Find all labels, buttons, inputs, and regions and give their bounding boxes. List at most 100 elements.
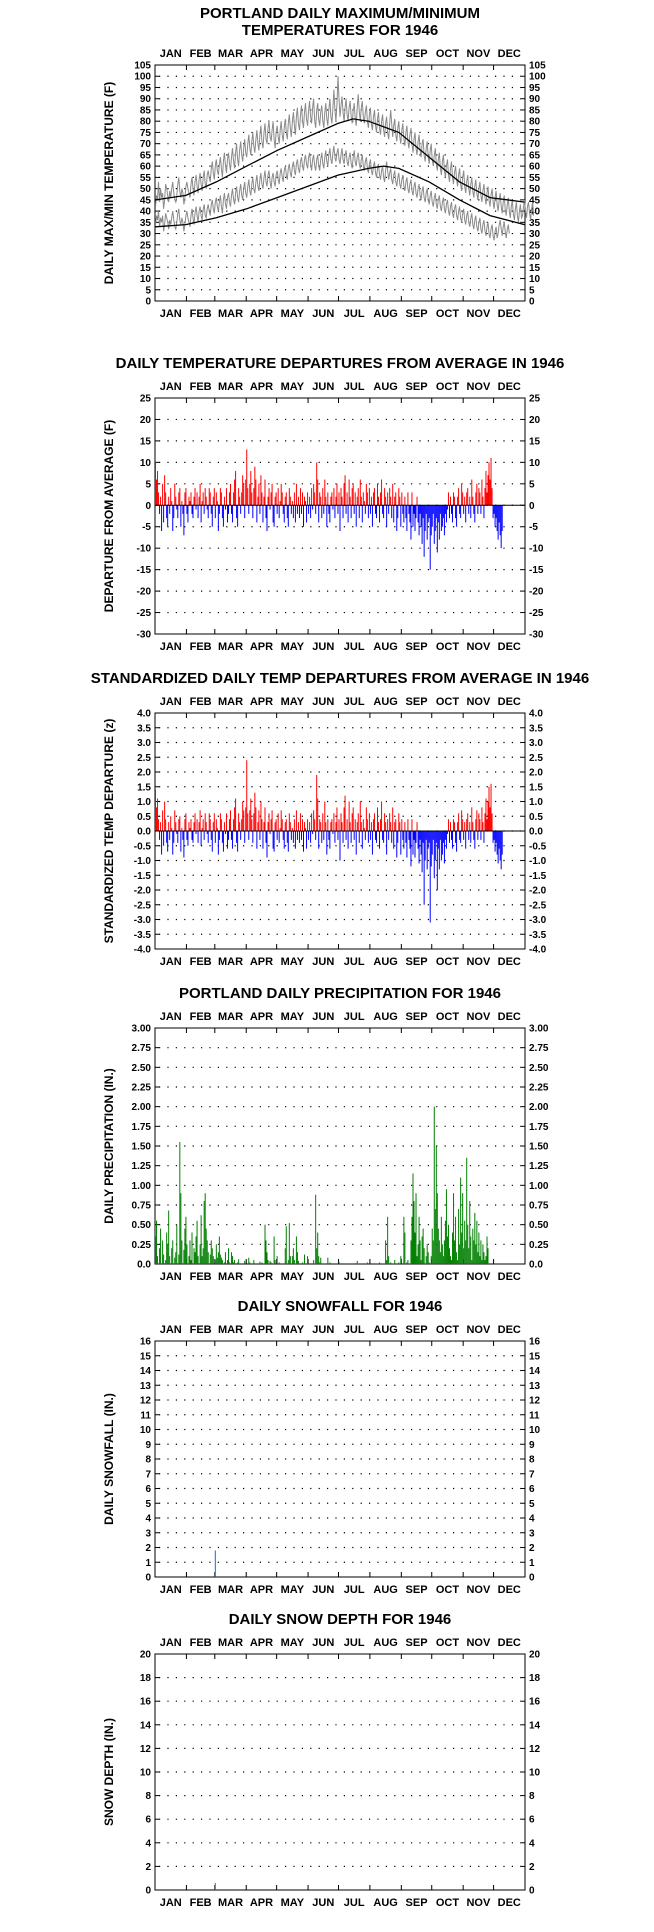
month-label-top: APR [250,48,273,60]
month-label-bottom: MAY [281,1271,305,1283]
month-label-top: FEB [190,696,212,708]
y-tick-label-left: 15 [140,436,152,447]
y-tick-label-left: 0.5 [137,812,151,823]
y-tick-label-right: 60 [529,162,541,173]
month-label-top: JUL [344,48,365,60]
month-label-bottom: AUG [373,308,397,320]
y-tick-label-right: 8 [529,1791,535,1802]
month-label-bottom: DEC [498,1271,521,1283]
month-label-top: AUG [373,1324,397,1336]
month-label-top: AUG [373,696,397,708]
month-label-bottom: MAR [218,641,243,653]
chart-title: PORTLAND DAILY MAXIMUM/MINIMUM [200,5,480,22]
y-tick-label-left: -5 [142,522,151,533]
month-label-top: NOV [466,48,491,60]
y-tick-label-right: 5 [529,479,535,490]
month-label-top: DEC [498,696,521,708]
chart-marks [155,1106,489,1264]
month-label-bottom: APR [250,1584,273,1596]
y-tick-label-left: 25 [140,240,152,251]
month-label-top: DEC [498,48,521,60]
y-tick-label-right: -25 [529,608,544,619]
y-tick-label-right: 25 [529,394,541,405]
month-label-bottom: SEP [406,1271,428,1283]
y-tick-label-right: 14 [529,1366,541,1377]
month-label-top: MAR [218,48,243,60]
month-label-bottom: MAY [281,956,305,968]
month-label-bottom: JAN [160,1897,182,1909]
month-label-bottom: JUN [312,308,334,320]
month-label-bottom: NOV [466,1584,491,1596]
y-tick-label-left: 20 [140,252,152,263]
month-label-top: DEC [498,1011,521,1023]
y-tick-label-right: 3 [529,1528,535,1539]
y-tick-label-left: 25 [140,394,152,405]
y-tick-label-left: 65 [140,150,152,161]
y-tick-label-right: -2.0 [529,886,547,897]
y-tick-label-left: 60 [140,162,152,173]
month-label-bottom: DEC [498,956,521,968]
y-tick-label-left: 2.25 [132,1083,152,1094]
y-tick-label-left: 85 [140,105,152,116]
y-axis-label: STANDARDIZED TEMP DEPARTURE (z) [102,719,116,944]
month-label-top: NOV [466,1637,491,1649]
y-tick-label-right: 1.75 [529,1122,549,1133]
y-tick-label-right: 3.00 [529,1024,549,1035]
chart-marks [155,760,525,923]
y-tick-label-right: 0 [529,501,535,512]
month-label-bottom: DEC [498,1584,521,1596]
month-label-top: NOV [466,381,491,393]
y-tick-label-left: 15 [140,1351,152,1362]
y-tick-label-right: 45 [529,195,541,206]
y-tick-label-right: 16 [529,1697,541,1708]
month-label-bottom: FEB [190,1584,212,1596]
y-tick-label-right: 2.75 [529,1043,549,1054]
month-label-top: SEP [406,1637,428,1649]
y-tick-label-right: 1.00 [529,1181,549,1192]
chart-title: DAILY SNOW DEPTH FOR 1946 [229,1611,452,1628]
precipitation-chart: PORTLAND DAILY PRECIPITATION FOR 1946 JAN… [102,985,549,1283]
y-tick-label-left: 3 [145,1528,151,1539]
month-label-top: DEC [498,1324,521,1336]
y-tick-label-left: 1.75 [132,1122,152,1133]
y-tick-label-left: 0.50 [132,1220,152,1231]
y-tick-label-left: 13 [140,1381,152,1392]
y-tick-label-left: 3.0 [137,738,151,749]
y-tick-label-right: -1.0 [529,856,547,867]
month-label-bottom: JUL [344,641,365,653]
month-label-top: SEP [406,48,428,60]
y-tick-label-right: 10 [529,458,541,469]
month-label-top: SEP [406,1011,428,1023]
y-tick-label-left: 7 [145,1469,151,1480]
y-tick-label-left: 75 [140,128,152,139]
y-tick-label-right: 6 [529,1484,535,1495]
y-tick-label-left: 45 [140,195,152,206]
y-tick-label-right: 16 [529,1337,541,1348]
y-tick-label-left: 0.0 [137,827,151,838]
month-label-bottom: NOV [466,308,491,320]
y-tick-label-left: -1.5 [134,871,152,882]
y-tick-label-right: 2.25 [529,1083,549,1094]
y-tick-label-left: 3.5 [137,723,151,734]
chart-title: PORTLAND DAILY PRECIPITATION FOR 1946 [179,985,501,1002]
y-tick-label-left: 8 [145,1791,151,1802]
y-tick-label-right: -5 [529,522,538,533]
y-tick-label-left: 1.00 [132,1181,152,1192]
y-tick-label-right: 0.75 [529,1201,549,1212]
y-tick-label-right: 15 [529,1351,541,1362]
month-label-bottom: SEP [406,956,428,968]
y-axis-label: DEPARTURE FROM AVERAGE (F) [102,420,116,612]
y-tick-label-right: 0.0 [529,1260,543,1271]
month-label-top: OCT [436,381,460,393]
month-label-bottom: MAY [281,641,305,653]
y-tick-label-left: 2.5 [137,753,151,764]
y-tick-label-left: 30 [140,229,152,240]
y-tick-label-right: -10 [529,544,544,555]
y-tick-label-right: 90 [529,94,541,105]
month-label-top: AUG [373,1011,397,1023]
y-tick-label-left: 90 [140,94,152,105]
month-label-bottom: JAN [160,641,182,653]
y-tick-label-left: 0.75 [132,1201,152,1212]
y-tick-label-right: 2.50 [529,1063,549,1074]
y-tick-label-left: 1.50 [132,1142,152,1153]
